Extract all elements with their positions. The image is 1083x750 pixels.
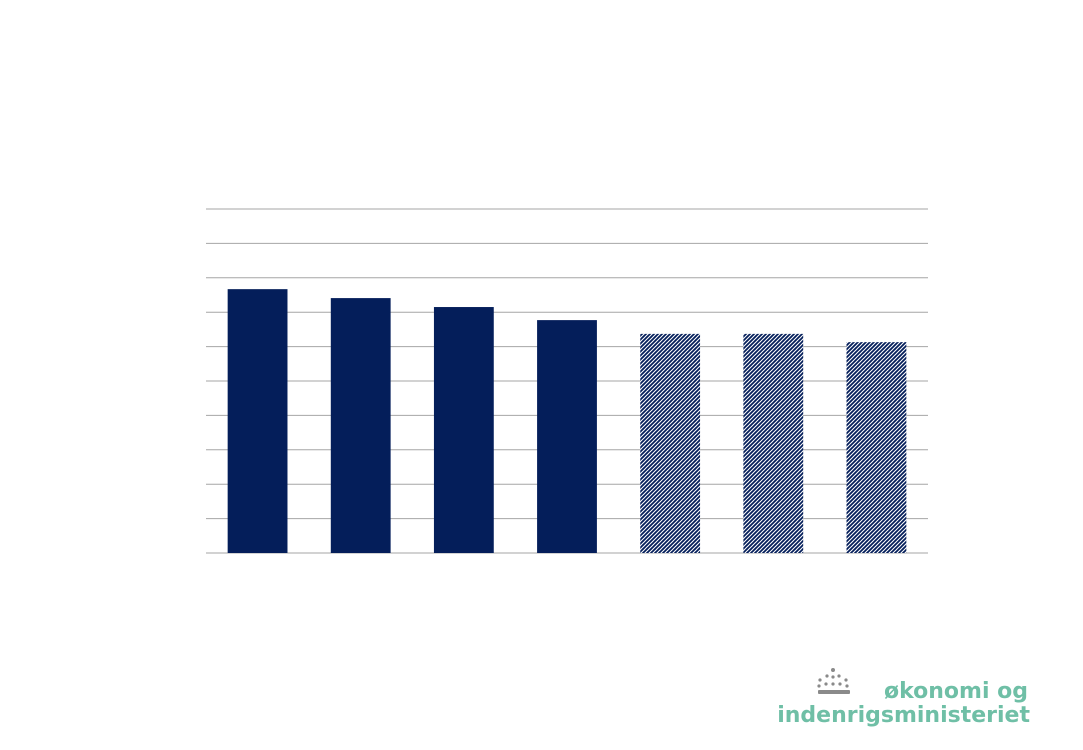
bar: [846, 342, 907, 553]
bar: [640, 333, 701, 553]
logo-line-2: indenrigsministeriet: [777, 703, 1030, 728]
logo: økonomi og indenrigsministeriet: [777, 668, 1030, 728]
bar: [743, 333, 804, 553]
bar: [537, 320, 597, 553]
bar: [330, 298, 391, 553]
plot-area: [206, 208, 928, 554]
crown-icon: [817, 668, 850, 694]
bar: [433, 307, 494, 553]
bar: [227, 289, 288, 553]
logo-line-1: økonomi og: [884, 679, 1028, 704]
